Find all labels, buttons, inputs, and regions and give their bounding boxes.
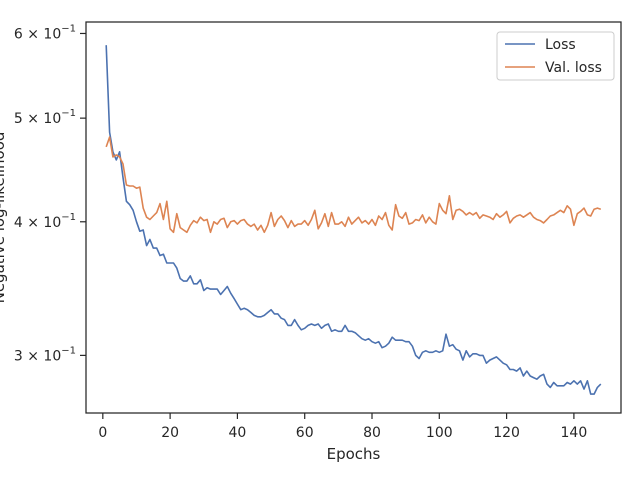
x-tick-label: 0 (98, 425, 107, 441)
x-axis-ticks: 0 20 40 60 80 100 120 140 (98, 413, 587, 441)
y-tick-label: 5 × 10−1 (14, 108, 76, 127)
x-tick-label: 120 (493, 425, 520, 441)
y-tick-label: 6 × 10−1 (14, 23, 76, 42)
x-axis-label: Epochs (327, 445, 381, 463)
y-tick-label: 4 × 10−1 (14, 212, 76, 231)
x-tick-label: 80 (363, 425, 381, 441)
series-layer (105, 45, 602, 395)
x-tick-label: 60 (296, 425, 314, 441)
legend: Loss Val. loss (496, 31, 615, 81)
legend-label-loss: Loss (545, 37, 576, 53)
y-axis-ticks: 3 × 10−1 4 × 10−1 5 × 10−1 6 × 10−1 (14, 23, 86, 364)
x-tick-label: 40 (229, 425, 247, 441)
x-tick-label: 140 (561, 425, 588, 441)
y-tick-label: 3 × 10−1 (14, 345, 76, 364)
y-axis-label: Negative log-likelihood (0, 132, 8, 304)
series-line-val-loss (105, 136, 602, 234)
x-tick-label: 100 (426, 425, 453, 441)
plot-frame (85, 21, 622, 414)
series-line-loss (105, 45, 602, 395)
x-tick-label: 20 (161, 425, 179, 441)
legend-label-val-loss: Val. loss (545, 60, 602, 76)
